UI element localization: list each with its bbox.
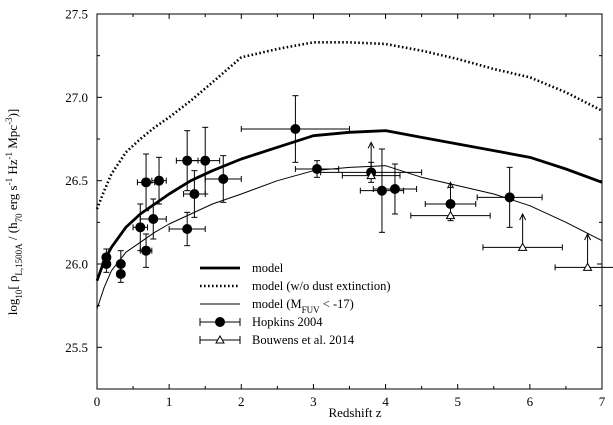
hopkins-point — [373, 164, 416, 214]
legend-swatch-hopkins-marker — [215, 317, 225, 327]
hopkins-marker — [189, 189, 199, 199]
legend-label-bouwens: Bouwens et al. 2014 — [252, 333, 355, 347]
bouwens-point — [342, 142, 400, 178]
hopkins-point — [477, 167, 542, 227]
hopkins-marker — [141, 177, 151, 187]
y-tick-label: 26.5 — [65, 173, 88, 188]
x-tick-label: 6 — [527, 394, 534, 409]
hopkins-marker — [135, 222, 145, 232]
x-tick-label: 5 — [454, 394, 461, 409]
x-tick-label: 3 — [310, 394, 317, 409]
legend: model model (w/o dust extinction) model … — [200, 261, 391, 347]
bouwens-point — [555, 234, 613, 270]
y-tick-label: 26.0 — [65, 257, 88, 272]
y-tick-label: 27.0 — [65, 90, 88, 105]
legend-label-model-mfuv: model (MFUV < -17) — [252, 297, 354, 315]
x-tick-label: 2 — [238, 394, 245, 409]
hopkins-marker — [101, 259, 111, 269]
y-axis-label: log10[ ρL,1500A / (h70 erg s-1 Hz-1 Mpc-… — [4, 109, 24, 316]
x-axis-label: Redshift z — [328, 405, 381, 420]
legend-label-hopkins: Hopkins 2004 — [252, 315, 323, 329]
x-tick-label: 1 — [166, 394, 173, 409]
x-tick-label: 4 — [382, 394, 389, 409]
hopkins-marker — [141, 246, 151, 256]
hopkins-point — [169, 212, 205, 245]
y-tick-label: 27.5 — [65, 7, 88, 22]
legend-label-model: model — [252, 261, 284, 275]
hopkins-marker — [116, 269, 126, 279]
hopkins-point — [116, 266, 126, 283]
hopkins-marker — [200, 156, 210, 166]
hopkins-point — [140, 199, 166, 239]
series-line-model_nodust — [97, 42, 602, 209]
bouwens-point — [411, 182, 490, 218]
hopkins-marker — [390, 184, 400, 194]
series-line-model — [97, 131, 602, 281]
legend-label-model-nodust: model (w/o dust extinction) — [252, 279, 391, 293]
hopkins-marker — [154, 176, 164, 186]
y-tick-label: 25.5 — [65, 340, 88, 355]
bouwens-point — [483, 214, 562, 250]
hopkins-point — [295, 161, 338, 178]
hopkins-marker — [290, 124, 300, 134]
x-tick-label: 7 — [599, 394, 606, 409]
hopkins-marker — [218, 174, 228, 184]
hopkins-marker — [377, 186, 387, 196]
hopkins-marker — [505, 192, 515, 202]
hopkins-marker — [182, 224, 192, 234]
x-tick-label: 0 — [94, 394, 101, 409]
hopkins-marker — [148, 214, 158, 224]
x-axis-ticks: 0 1 2 3 4 5 6 7 — [94, 14, 606, 409]
hopkins-point — [191, 127, 220, 194]
hopkins-point — [140, 234, 152, 267]
